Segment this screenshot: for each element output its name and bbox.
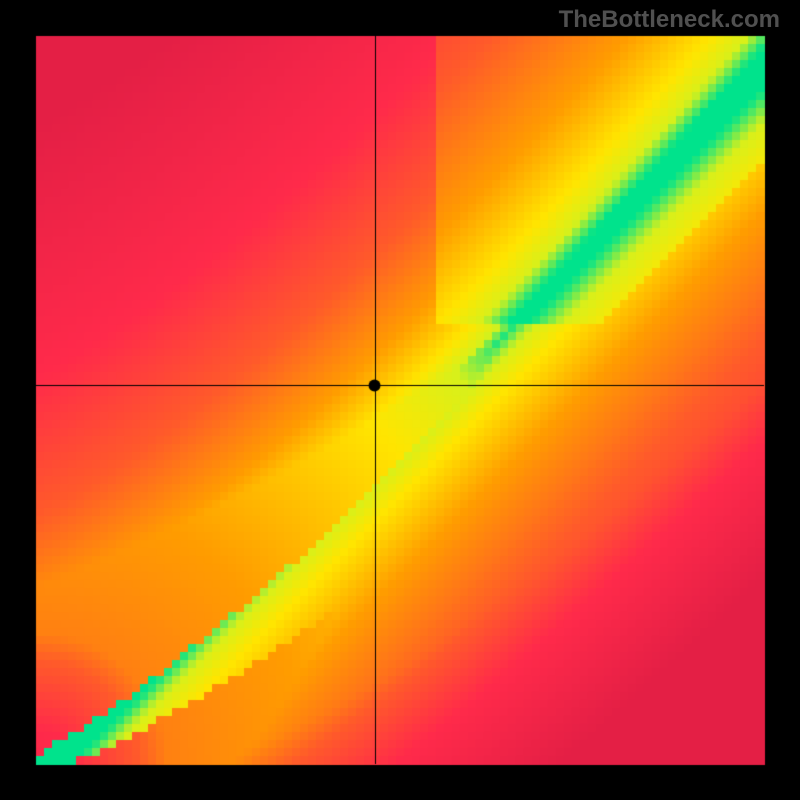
watermark-text: TheBottleneck.com: [559, 6, 780, 34]
chart-container: TheBottleneck.com: [0, 0, 800, 800]
heatmap-canvas: [0, 0, 800, 800]
